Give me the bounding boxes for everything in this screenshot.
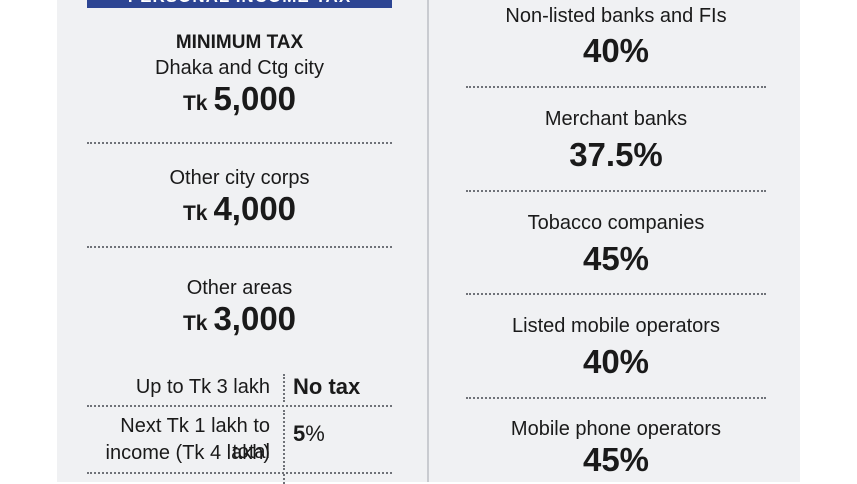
slab-label-line2: income (Tk 4 lakh) bbox=[105, 442, 271, 464]
dotted-divider bbox=[466, 86, 766, 88]
slab-separator bbox=[283, 374, 285, 402]
sector-label: Mobile phone operators bbox=[510, 418, 722, 440]
sector-rate: 40% bbox=[582, 343, 650, 380]
sector-rate: 40% bbox=[582, 32, 650, 69]
dotted-divider bbox=[466, 397, 766, 399]
dotted-divider bbox=[87, 246, 392, 248]
min-tax-other-city-corps: Tk 4,000 bbox=[87, 190, 392, 233]
sector-rate: 45% bbox=[582, 441, 650, 478]
sector-rate: 37.5% bbox=[569, 136, 663, 173]
area-label-other-city-corps: Other city corps bbox=[169, 167, 310, 189]
dotted-divider bbox=[87, 472, 392, 474]
section-banner: PERSONAL INCOME TAX bbox=[87, 0, 392, 8]
dotted-divider bbox=[87, 142, 392, 144]
currency-label: Tk bbox=[182, 92, 208, 115]
dotted-divider bbox=[466, 293, 766, 295]
sector-label: Non-listed banks and FIs bbox=[505, 5, 727, 27]
amount-value: 4,000 bbox=[213, 190, 297, 227]
currency-label: Tk bbox=[182, 312, 208, 335]
slab-label-line1: Next Tk 1 lakh to total bbox=[120, 415, 270, 463]
slab-rate: No tax bbox=[293, 374, 361, 399]
sector-label: Tobacco companies bbox=[527, 212, 705, 234]
dotted-divider bbox=[87, 405, 392, 407]
slab-rate-percent: % bbox=[305, 421, 325, 446]
min-tax-dhaka-ctg: Tk 5,000 bbox=[87, 80, 392, 123]
amount-value: 3,000 bbox=[213, 300, 297, 337]
sector-rate: 45% bbox=[582, 240, 650, 277]
slab-label: Up to Tk 3 lakh bbox=[135, 376, 270, 398]
column-divider bbox=[427, 0, 429, 482]
amount-value: 5,000 bbox=[213, 80, 297, 117]
area-label-dhaka-ctg: Dhaka and Ctg city bbox=[155, 57, 324, 79]
slab-separator bbox=[283, 474, 285, 484]
currency-label: Tk bbox=[182, 202, 208, 225]
slab-rate: 5% bbox=[293, 421, 325, 447]
area-label-other-areas: Other areas bbox=[186, 277, 293, 299]
slab-separator bbox=[283, 410, 285, 470]
dotted-divider bbox=[466, 190, 766, 192]
slab-rate-number: 5 bbox=[293, 421, 306, 446]
minimum-tax-heading: MINIMUM TAX bbox=[175, 32, 304, 53]
sector-label: Listed mobile operators bbox=[512, 315, 720, 337]
sector-label: Merchant banks bbox=[544, 108, 688, 130]
min-tax-other-areas: Tk 3,000 bbox=[87, 300, 392, 343]
